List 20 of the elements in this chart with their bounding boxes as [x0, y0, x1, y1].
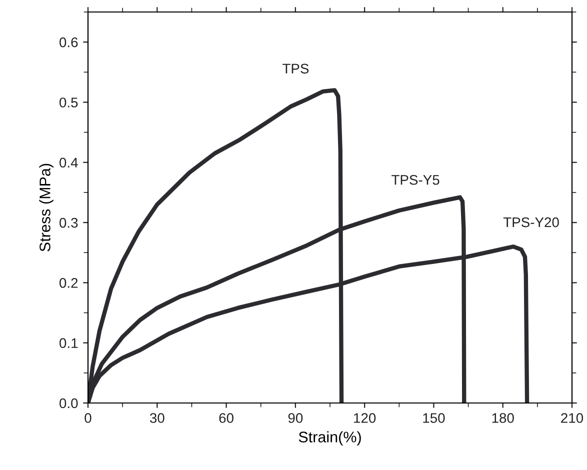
y-tick-label: 0.0 — [60, 398, 78, 408]
x-tick-label: 120 — [354, 413, 376, 423]
x-axis-title: Strain(%) — [298, 431, 361, 446]
x-tick-label: 150 — [423, 413, 445, 423]
y-axis-title: Stress (MPa) — [39, 164, 54, 252]
x-tick-label: 30 — [150, 413, 164, 423]
y-tick-label: 0.6 — [60, 37, 78, 48]
x-tick-label: 60 — [219, 413, 234, 423]
x-tick-label: 0 — [84, 413, 92, 423]
series-label: TPS-Y5 — [392, 174, 440, 185]
series-label: TPS — [282, 64, 309, 74]
y-tick-label: 0.4 — [60, 158, 78, 168]
y-tick-label: 0.5 — [60, 98, 78, 108]
x-tick-label: 210 — [561, 413, 584, 423]
x-tick-label: 90 — [288, 413, 303, 423]
y-tick-label: 0.1 — [60, 338, 78, 348]
x-tick-label: 180 — [492, 413, 514, 423]
legend-label: TPS-Y20 — [503, 217, 559, 228]
y-tick-label: 0.3 — [60, 218, 78, 228]
y-tick-label: 0.2 — [60, 278, 78, 288]
